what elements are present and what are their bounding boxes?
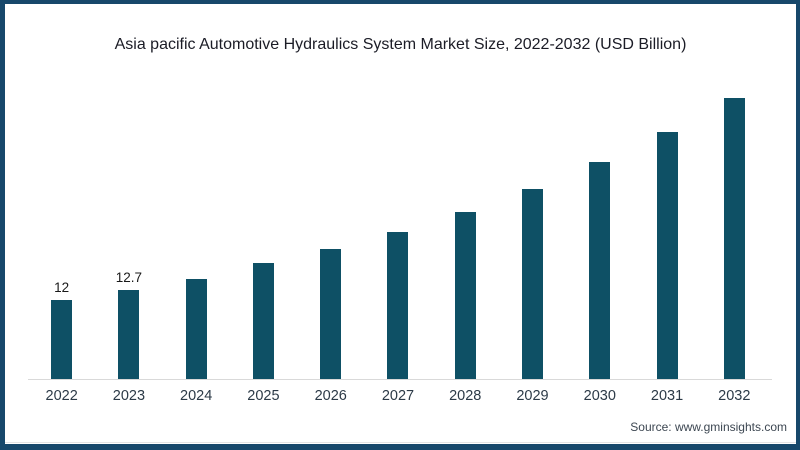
- x-tick-2024: 2024: [180, 388, 213, 404]
- bar-slot-2032: [701, 69, 768, 380]
- x-tick-2032: 2032: [718, 388, 751, 404]
- bar-slot-2028: [432, 69, 499, 380]
- bar-2023: [118, 290, 140, 380]
- plot-area: 12 12.7: [28, 69, 768, 380]
- x-tick-2023: 2023: [112, 388, 146, 404]
- bar-2022: [51, 300, 73, 380]
- bar-slot-2029: [499, 69, 566, 380]
- bottom-hairline: [5, 442, 796, 443]
- bar-slot-2026: [297, 69, 364, 380]
- x-axis-line: [28, 379, 772, 380]
- x-tick-2026: 2026: [314, 388, 347, 404]
- bar-2027: [387, 232, 409, 380]
- bar-2032: [723, 98, 745, 380]
- value-label-2022: 12: [54, 279, 70, 295]
- x-tick-2028: 2028: [449, 388, 482, 404]
- bar-2024: [185, 279, 207, 380]
- value-label-2023: 12.7: [115, 269, 143, 285]
- bar-2029: [521, 189, 543, 380]
- bar-slot-2025: [230, 69, 297, 380]
- bar-slot-2027: [364, 69, 431, 380]
- x-tick-2025: 2025: [247, 388, 280, 404]
- x-tick-2027: 2027: [381, 388, 415, 404]
- x-tick-2029: 2029: [516, 388, 549, 404]
- source-attribution: Source: www.gminsights.com: [630, 420, 787, 434]
- chart-title: Asia pacific Automotive Hydraulics Syste…: [114, 36, 687, 53]
- bar-2025: [252, 263, 274, 380]
- bar-2030: [589, 162, 611, 380]
- bar-slot-2023: 12.7: [95, 69, 162, 380]
- x-tick-2030: 2030: [583, 388, 616, 404]
- bar-2026: [320, 249, 342, 380]
- x-tick-2031: 2031: [650, 388, 684, 404]
- bar-slot-2031: [633, 69, 700, 380]
- bar-slot-2022: 12: [28, 69, 95, 380]
- bar-2031: [656, 132, 678, 380]
- bar-slot-2024: [163, 69, 230, 380]
- bar-slot-2030: [566, 69, 633, 380]
- x-tick-2022: 2022: [45, 388, 78, 404]
- x-axis-labels: 2022 2023 2024 2025 2026 2027 2028 2029 2030 2031…: [28, 388, 768, 404]
- bar-2028: [454, 212, 476, 380]
